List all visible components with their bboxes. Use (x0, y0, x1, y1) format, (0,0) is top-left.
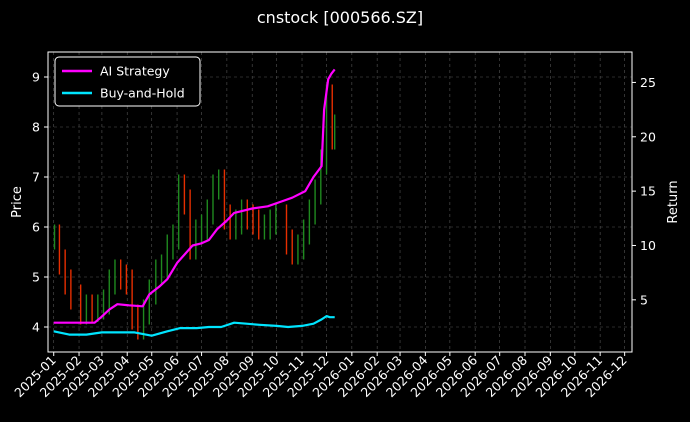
y-right-tick-label: 5 (640, 292, 648, 307)
y-axis-left-title: Price (10, 186, 25, 218)
legend-label-buy-and-hold: Buy-and-Hold (100, 86, 185, 101)
buy-and-hold-line (53, 315, 335, 337)
legend-label-ai-strategy: AI Strategy (100, 64, 170, 79)
y-left-tick-label: 4 (32, 320, 40, 335)
ai-strategy-line (53, 68, 336, 324)
y-right-tick-label: 20 (640, 129, 656, 144)
y-right-tick-label: 15 (640, 184, 656, 199)
y-axis-right-title: Return (666, 180, 681, 223)
y-left-tick-label: 8 (32, 120, 40, 135)
y-left-tick-label: 9 (32, 70, 40, 85)
y-right-tick-label: 10 (640, 238, 656, 253)
plot-frame (47, 51, 633, 353)
y-left-tick-label: 7 (32, 170, 40, 185)
y-right-tick-label: 25 (640, 75, 656, 90)
chart-title: cnstock [000566.SZ] (257, 8, 423, 27)
y-left-tick-label: 5 (32, 270, 40, 285)
y-left-tick-label: 6 (32, 220, 40, 235)
legend: AI Strategy Buy-and-Hold (54, 56, 201, 107)
